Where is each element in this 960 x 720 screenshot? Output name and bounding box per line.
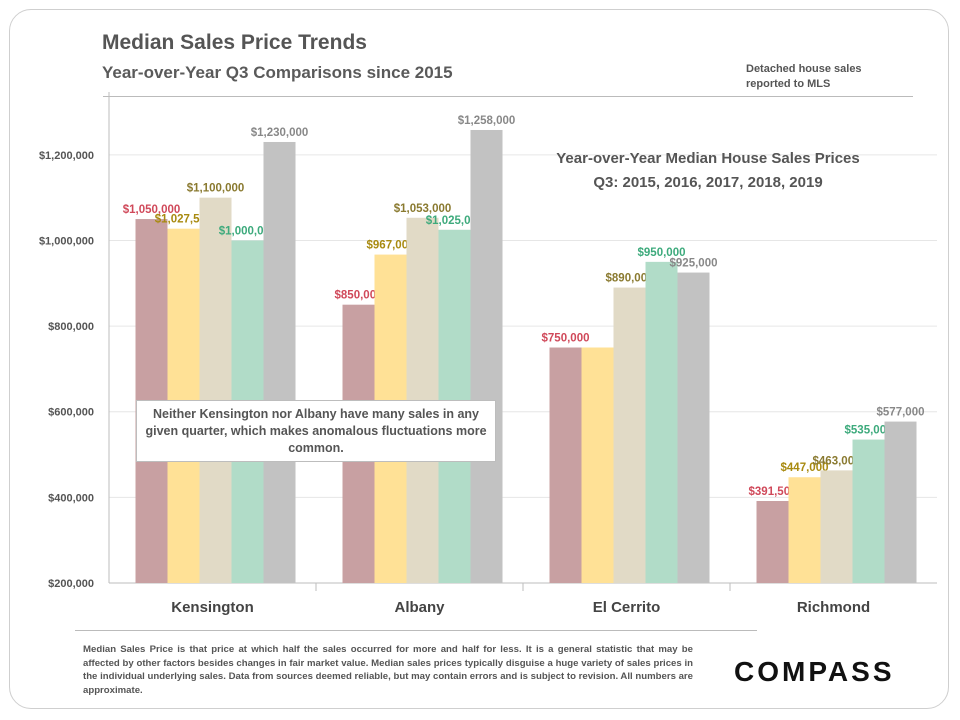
y-tick-label: $800,000	[48, 321, 94, 333]
bar	[199, 197, 232, 584]
y-tick-label: $200,000	[48, 578, 94, 590]
bar	[581, 347, 614, 583]
bar	[788, 477, 821, 583]
chart-title: Year-over-Year Median House Sales Prices	[556, 150, 860, 167]
y-tick-label: $1,000,000	[39, 235, 94, 247]
compass-logo: COMPASS	[734, 656, 895, 687]
bar	[645, 261, 678, 583]
data-label: $577,000	[877, 407, 925, 419]
footer-rule	[75, 630, 757, 631]
data-label: $1,050,000	[123, 204, 181, 216]
x-tick-label: Kensington	[171, 599, 254, 616]
data-label: $1,053,000	[394, 203, 452, 215]
footnote: Median Sales Price is that price at whic…	[83, 644, 693, 696]
data-label: $1,000,000	[219, 225, 277, 237]
source-note-line2: reported to MLS	[746, 78, 831, 90]
data-label: $1,100,000	[187, 183, 245, 195]
bar	[852, 439, 885, 583]
data-label: $447,000	[781, 462, 829, 474]
data-label: $850,000	[335, 290, 383, 302]
data-label: $750,000	[542, 333, 590, 345]
data-label: $950,000	[638, 247, 686, 259]
bar	[613, 287, 646, 583]
bar	[884, 421, 917, 583]
data-label: $1,025,000	[426, 215, 484, 227]
data-label: $463,000	[813, 455, 861, 467]
header-rule	[103, 96, 913, 97]
bar	[820, 470, 853, 583]
source-note: Detached house sales reported to MLS	[746, 62, 862, 92]
data-label: $1,230,000	[251, 127, 309, 139]
bar	[549, 347, 582, 583]
bar	[677, 272, 710, 583]
page-subtitle: Year-over-Year Q3 Comparisons since 2015	[102, 63, 453, 82]
y-tick-label: $600,000	[48, 407, 94, 419]
data-label: $890,000	[606, 273, 654, 285]
data-label: $925,000	[670, 258, 718, 270]
x-tick-label: Albany	[394, 599, 445, 616]
bar	[470, 129, 503, 583]
chart-subtitle: Q3: 2015, 2016, 2017, 2018, 2019	[593, 174, 822, 191]
bar	[756, 501, 789, 583]
data-label: $967,000	[367, 240, 415, 252]
callout-box: Neither Kensington nor Albany have many …	[136, 400, 496, 462]
data-label: $535,000	[845, 425, 893, 437]
data-label: $1,258,000	[458, 115, 516, 127]
bar	[263, 141, 296, 584]
y-tick-label: $400,000	[48, 492, 94, 504]
y-tick-label: $1,200,000	[39, 150, 94, 162]
data-label: $391,500	[749, 486, 797, 498]
x-tick-label: Richmond	[797, 599, 870, 616]
page-title: Median Sales Price Trends	[102, 31, 367, 54]
source-note-line1: Detached house sales	[746, 63, 862, 75]
x-tick-label: El Cerrito	[593, 599, 661, 616]
data-label: $1,027,500	[155, 214, 213, 226]
